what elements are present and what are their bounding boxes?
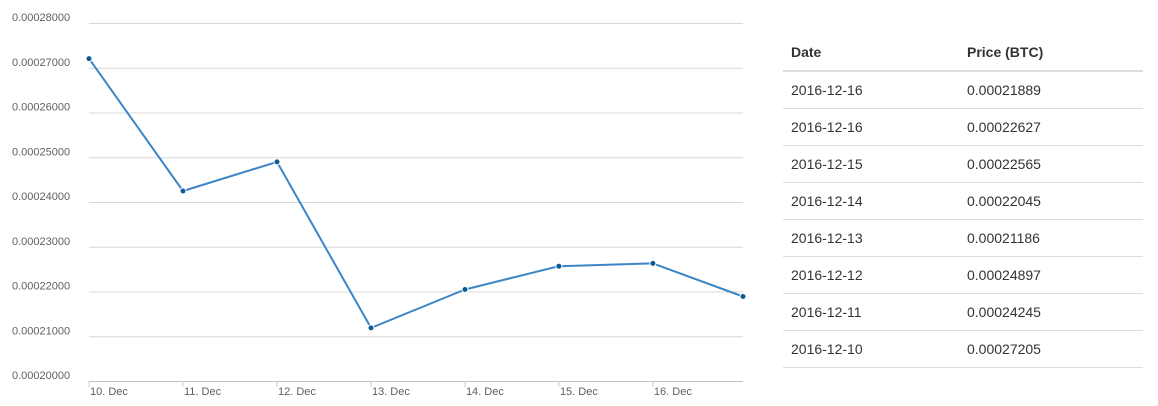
table-row: 2016-12-14 0.00022045 [783,182,1143,220]
price-cell: 0.00022627 [959,108,1143,146]
y-tick-label: 0.00023000 [12,236,70,248]
y-tick-label: 0.00022000 [12,281,70,293]
x-tick-label: 15. Dec [560,386,598,398]
y-tick-label: 0.00027000 [12,57,70,69]
price-cell: 0.00027205 [959,330,1143,368]
y-tick-label: 0.00028000 [12,12,70,24]
y-tick-label: 0.00025000 [12,146,70,158]
data-point[interactable] [555,262,563,270]
price-cell: 0.00022045 [959,182,1143,220]
data-point[interactable] [367,324,375,332]
series-line [88,57,744,329]
x-tick-label: 12. Dec [278,386,316,398]
price-cell: 0.00024897 [959,256,1143,294]
date-cell: 2016-12-15 [783,145,959,183]
price-line-chart: 0.00020000 0.00021000 0.00022000 0.00023000… [12,12,747,398]
x-tick-label: 13. Dec [372,386,410,398]
table-row: 2016-12-12 0.00024897 [783,256,1143,294]
table-row: 2016-12-10 0.00027205 [783,330,1143,368]
x-axis-ticks: 10. Dec 11. Dec 12. Dec 13. Dec 14. Dec 15. D… [88,381,692,398]
y-tick-label: 0.00021000 [12,325,70,337]
date-cell: 2016-12-16 [783,71,959,109]
date-cell: 2016-12-16 [783,108,959,146]
table-header-row: Date Price (BTC) [783,33,1143,72]
x-tick-label: 10. Dec [90,386,128,398]
price-cell: 0.00022565 [959,145,1143,183]
data-point[interactable] [179,187,187,195]
y-tick-label: 0.00026000 [12,102,70,114]
x-tick-label: 11. Dec [184,386,222,398]
table-row: 2016-12-16 0.00022627 [783,108,1143,146]
y-tick-label: 0.00024000 [12,191,70,203]
date-cell: 2016-12-10 [783,330,959,368]
gridlines [89,23,743,382]
data-point[interactable] [85,55,93,63]
table-row: 2016-12-11 0.00024245 [783,293,1143,331]
table-row: 2016-12-16 0.00021889 [783,71,1143,109]
table-row: 2016-12-15 0.00022565 [783,145,1143,183]
date-cell: 2016-12-11 [783,293,959,331]
x-tick-label: 14. Dec [466,386,504,398]
price-cell: 0.00021889 [959,71,1143,109]
price-series [85,55,747,332]
x-tick-label: 16. Dec [654,386,692,398]
price-column-header: Price (BTC) [959,33,1143,72]
date-cell: 2016-12-14 [783,182,959,220]
date-column-header: Date [783,33,959,72]
price-cell: 0.00024245 [959,293,1143,331]
y-axis-ticks: 0.00020000 0.00021000 0.00022000 0.00023000… [12,12,70,382]
date-cell: 2016-12-13 [783,219,959,257]
price-table: Date Price (BTC) 2016-12-16 0.00021889 2… [783,33,1143,368]
date-cell: 2016-12-12 [783,256,959,294]
table-row: 2016-12-13 0.00021186 [783,219,1143,257]
data-point[interactable] [273,158,281,166]
data-point[interactable] [461,286,469,293]
price-cell: 0.00021186 [959,219,1143,257]
data-point[interactable] [649,259,657,267]
y-tick-label: 0.00020000 [12,370,70,382]
data-point[interactable] [739,293,747,300]
